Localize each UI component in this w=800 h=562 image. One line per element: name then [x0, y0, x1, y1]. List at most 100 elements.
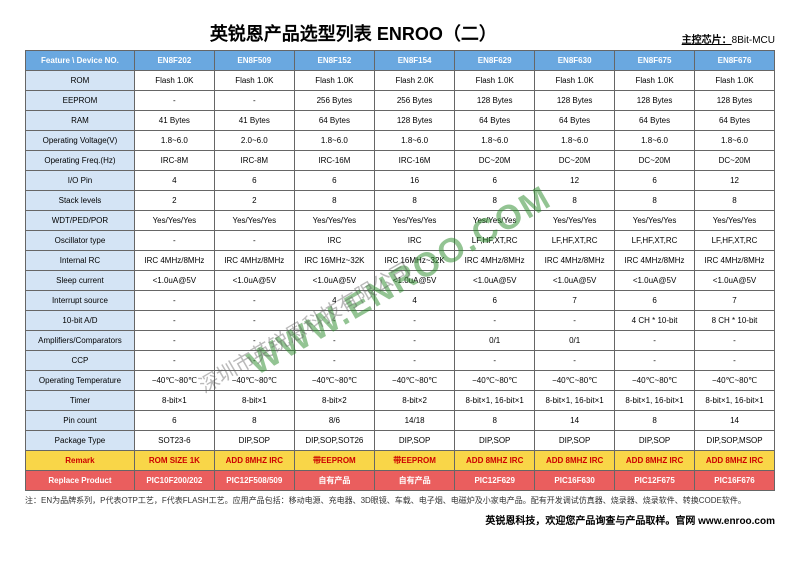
cell: 64 Bytes	[615, 111, 695, 131]
cell: SOT23-6	[134, 431, 214, 451]
cell: 1.8~6.0	[134, 131, 214, 151]
cell: Flash 1.0K	[615, 71, 695, 91]
cell: 1.8~6.0	[455, 131, 535, 151]
cell: -	[134, 351, 214, 371]
contact-line: 英锐恩科技，欢迎您产品询查与产品取样。官网 www.enroo.com	[25, 512, 775, 527]
cell: DIP,SOP	[375, 431, 455, 451]
cell: 4	[134, 171, 214, 191]
cell: 14	[695, 411, 775, 431]
cell: IRC 4MHz/8MHz	[455, 251, 535, 271]
cell: 7	[535, 291, 615, 311]
cell: -	[134, 331, 214, 351]
col-header-device: EN8F630	[535, 51, 615, 71]
cell: Yes/Yes/Yes	[214, 211, 294, 231]
cell: PIC16F630	[535, 471, 615, 491]
cell: Flash 1.0K	[294, 71, 374, 91]
feature-label: Replace Product	[26, 471, 135, 491]
cell: IRC	[375, 231, 455, 251]
cell: 带EEPROM	[294, 451, 374, 471]
cell: PIC12F629	[455, 471, 535, 491]
cell: 4	[375, 291, 455, 311]
cell: 64 Bytes	[455, 111, 535, 131]
cell: −40℃~80℃	[615, 371, 695, 391]
col-header-device: EN8F629	[455, 51, 535, 71]
cell: 8-bit×1, 16-bit×1	[535, 391, 615, 411]
cell: Yes/Yes/Yes	[134, 211, 214, 231]
col-header-device: EN8F152	[294, 51, 374, 71]
cell: -	[294, 331, 374, 351]
cell: 2.0~6.0	[214, 131, 294, 151]
cell: 6	[455, 171, 535, 191]
col-header-device: EN8F202	[134, 51, 214, 71]
cell: -	[695, 331, 775, 351]
cell: 带EEPROM	[375, 451, 455, 471]
cell: 41 Bytes	[214, 111, 294, 131]
cell: 1.8~6.0	[535, 131, 615, 151]
cell: 1.8~6.0	[695, 131, 775, 151]
col-header-device: EN8F509	[214, 51, 294, 71]
feature-label: Sleep current	[26, 271, 135, 291]
cell: Flash 1.0K	[214, 71, 294, 91]
cell: 6	[455, 291, 535, 311]
cell: 8	[695, 191, 775, 211]
cell: DC~20M	[695, 151, 775, 171]
cell: <1.0uA@5V	[615, 271, 695, 291]
cell: 14	[535, 411, 615, 431]
cell: -	[294, 351, 374, 371]
cell: 128 Bytes	[535, 91, 615, 111]
cell: −40℃~80℃	[695, 371, 775, 391]
cell: DIP,SOP	[214, 431, 294, 451]
feature-label: Internal RC	[26, 251, 135, 271]
feature-label: Operating Temperature	[26, 371, 135, 391]
cell: 8-bit×1	[214, 391, 294, 411]
feature-label: Remark	[26, 451, 135, 471]
cell: PIC10F200/202	[134, 471, 214, 491]
cell: DC~20M	[455, 151, 535, 171]
cell: 12	[695, 171, 775, 191]
cell: Yes/Yes/Yes	[375, 211, 455, 231]
cell: 8	[455, 191, 535, 211]
cell: -	[134, 91, 214, 111]
cell: PIC16F676	[695, 471, 775, 491]
cell: <1.0uA@5V	[134, 271, 214, 291]
cell: 1.8~6.0	[615, 131, 695, 151]
cell: 1.8~6.0	[375, 131, 455, 151]
cell: ADD 8MHZ IRC	[455, 451, 535, 471]
cell: ADD 8MHZ IRC	[695, 451, 775, 471]
cell: −40℃~80℃	[134, 371, 214, 391]
cell: −40℃~80℃	[294, 371, 374, 391]
cell: Flash 1.0K	[695, 71, 775, 91]
cell: 8-bit×1	[134, 391, 214, 411]
selection-table: Feature \ Device NO.EN8F202EN8F509EN8F15…	[25, 50, 775, 491]
cell: DC~20M	[535, 151, 615, 171]
cell: −40℃~80℃	[455, 371, 535, 391]
feature-label: Operating Freq.(Hz)	[26, 151, 135, 171]
cell: Yes/Yes/Yes	[695, 211, 775, 231]
cell: 12	[535, 171, 615, 191]
feature-label: WDT/PED/POR	[26, 211, 135, 231]
cell: <1.0uA@5V	[455, 271, 535, 291]
cell: 8	[375, 191, 455, 211]
cell: 128 Bytes	[455, 91, 535, 111]
cell: <1.0uA@5V	[294, 271, 374, 291]
cell: IRC 4MHz/8MHz	[535, 251, 615, 271]
cell: -	[535, 311, 615, 331]
feature-label: Amplifiers/Comparators	[26, 331, 135, 351]
cell: IRC-8M	[214, 151, 294, 171]
cell: DIP,SOP	[455, 431, 535, 451]
cell: -	[375, 351, 455, 371]
cell: ADD 8MHZ IRC	[535, 451, 615, 471]
cell: DIP,SOP,MSOP	[695, 431, 775, 451]
cell: -	[294, 311, 374, 331]
cell: IRC 16MHz~32K	[294, 251, 374, 271]
cell: -	[535, 351, 615, 371]
cell: 8 CH * 10-bit	[695, 311, 775, 331]
cell: -	[455, 311, 535, 331]
cell: 自有产品	[375, 471, 455, 491]
page-title: 英锐恩产品选型列表 ENROO（二）	[25, 20, 682, 46]
feature-label: Oscillator type	[26, 231, 135, 251]
cell: 6	[214, 171, 294, 191]
feature-label: RAM	[26, 111, 135, 131]
cell: DC~20M	[615, 151, 695, 171]
cell: −40℃~80℃	[535, 371, 615, 391]
